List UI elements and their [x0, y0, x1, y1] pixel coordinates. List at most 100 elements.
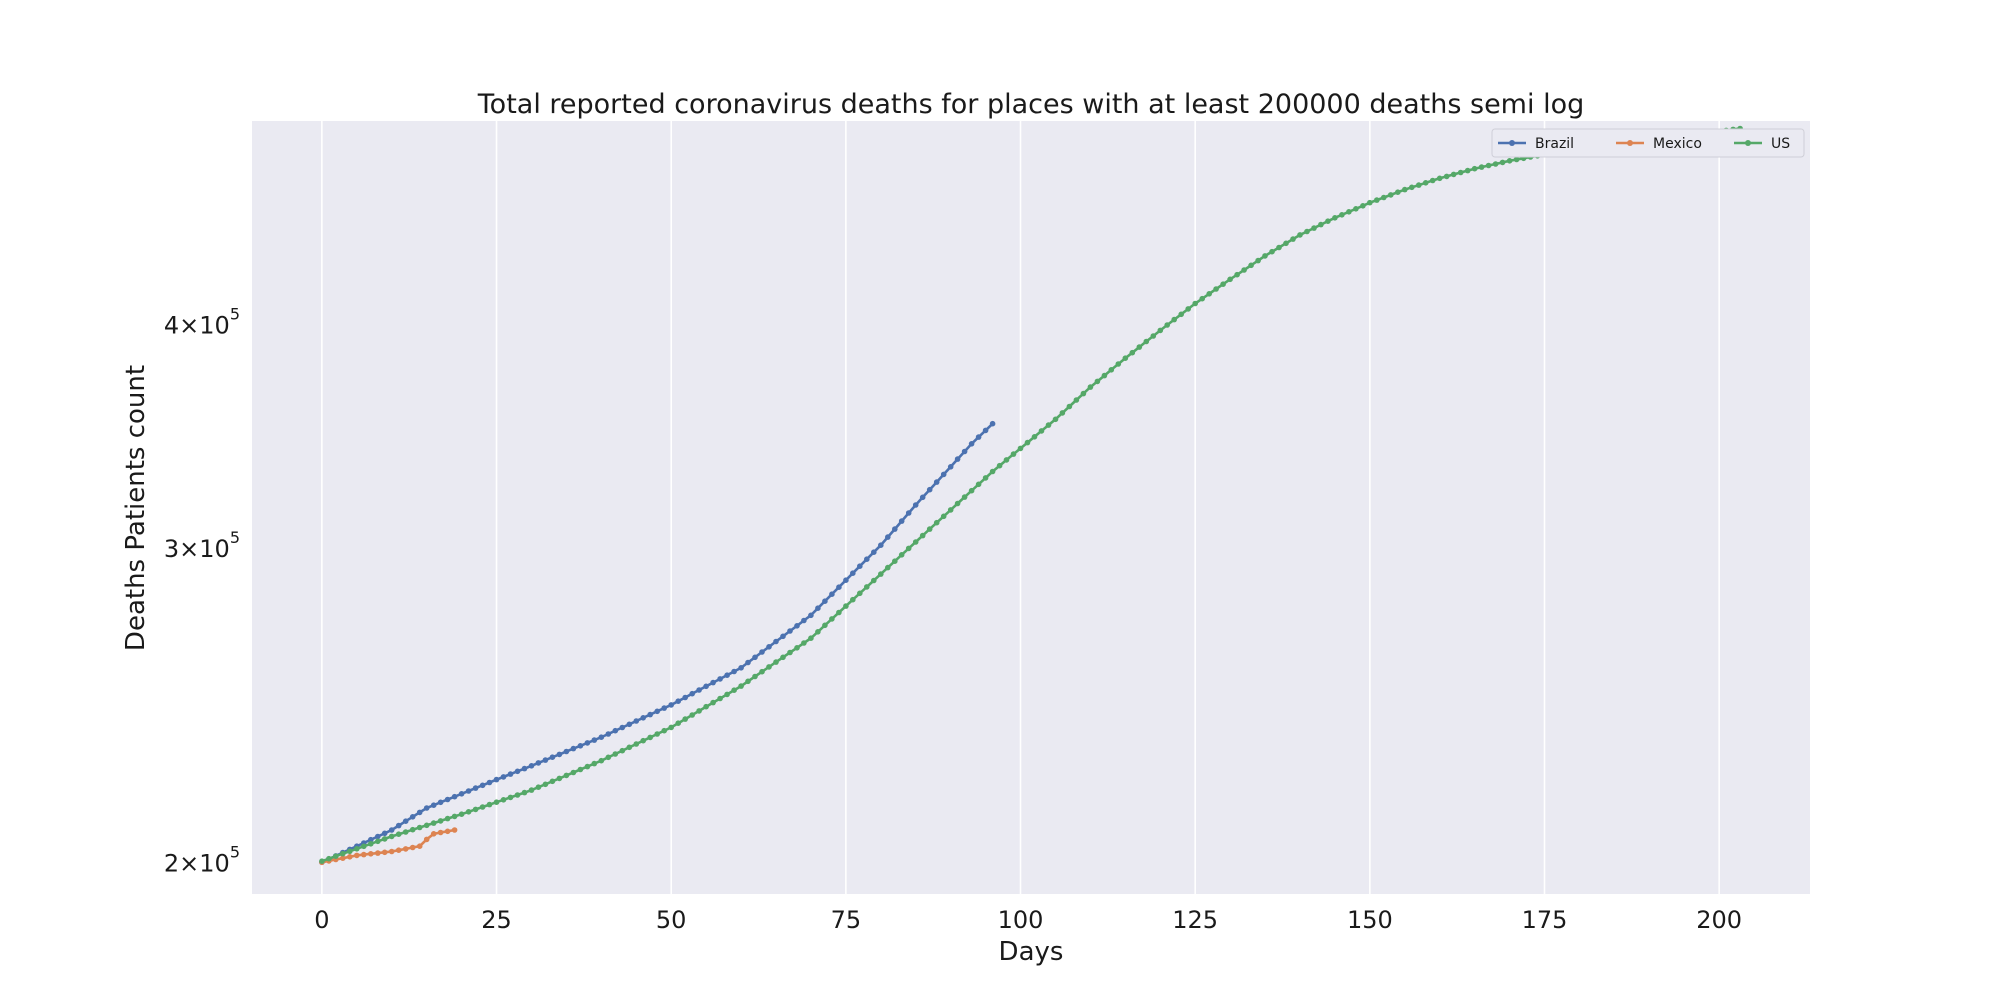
point-brazil-63: [759, 649, 765, 655]
point-brazil-76: [850, 570, 856, 576]
point-brazil-26: [500, 774, 507, 780]
point-us-102: [1031, 434, 1038, 440]
point-us-62: [752, 673, 758, 680]
point-us-136: [1269, 248, 1275, 255]
legend-label: US: [1771, 136, 1790, 152]
point-us-61: [745, 678, 751, 685]
point-us-55: [703, 703, 709, 710]
point-brazil-46: [640, 715, 646, 721]
point-us-79: [871, 577, 877, 584]
point-brazil-80: [878, 542, 884, 548]
point-us-104: [1045, 422, 1052, 428]
point-mexico-5: [354, 852, 360, 859]
point-brazil-67: [787, 628, 793, 634]
point-us-126: [1199, 295, 1205, 302]
point-brazil-45: [633, 718, 640, 724]
point-brazil-41: [605, 731, 612, 737]
legend-marker: [1627, 140, 1633, 146]
point-brazil-11: [395, 822, 402, 829]
point-us-90: [947, 507, 954, 513]
point-us-44: [626, 744, 633, 751]
point-brazil-70: [808, 612, 814, 619]
point-brazil-58: [724, 672, 730, 678]
point-us-58: [724, 691, 730, 698]
point-us-28: [514, 792, 521, 798]
point-us-71: [815, 629, 821, 635]
point-brazil-64: [766, 644, 772, 650]
point-brazil-59: [731, 668, 737, 675]
x-tick-175: 175: [1522, 906, 1568, 934]
point-brazil-79: [871, 549, 877, 555]
point-us-114: [1115, 361, 1122, 367]
point-us-68: [794, 645, 800, 651]
point-us-10: [388, 833, 395, 840]
point-us-72: [822, 622, 828, 629]
point-us-91: [954, 500, 961, 507]
point-us-146: [1339, 212, 1345, 218]
point-us-33: [549, 778, 556, 785]
point-us-63: [759, 668, 765, 675]
point-brazil-93: [968, 441, 975, 447]
point-us-69: [801, 640, 807, 646]
point-us-46: [640, 737, 646, 744]
point-brazil-66: [780, 633, 786, 640]
point-brazil-89: [940, 471, 947, 478]
point-us-145: [1332, 215, 1338, 221]
point-us-83: [898, 552, 905, 558]
point-us-156: [1409, 184, 1415, 191]
point-us-81: [885, 564, 891, 571]
x-tick-25: 25: [481, 906, 512, 934]
point-us-162: [1450, 171, 1457, 178]
y-axis-label: Deaths Patients count: [121, 365, 151, 651]
point-mexico-12: [402, 846, 409, 852]
point-brazil-7: [368, 836, 374, 843]
point-brazil-17: [437, 799, 444, 806]
point-brazil-48: [654, 708, 660, 715]
point-us-27: [507, 794, 514, 801]
point-us-21: [465, 809, 472, 815]
point-brazil-56: [710, 679, 716, 686]
point-brazil-37: [577, 743, 584, 749]
point-us-19: [451, 813, 458, 820]
point-us-120: [1157, 327, 1164, 334]
point-us-23: [479, 804, 486, 810]
point-mexico-19: [451, 827, 458, 833]
point-brazil-44: [626, 721, 633, 728]
point-brazil-29: [521, 765, 528, 772]
point-us-166: [1478, 164, 1485, 170]
point-brazil-90: [947, 464, 954, 470]
point-brazil-77: [857, 563, 863, 569]
point-us-70: [808, 635, 814, 641]
point-brazil-30: [528, 763, 535, 769]
point-us-14: [416, 824, 423, 831]
point-mexico-15: [423, 836, 430, 843]
point-us-107: [1066, 403, 1073, 410]
point-brazil-9: [381, 830, 388, 837]
point-us-24: [486, 801, 493, 808]
y-tick-4: 4×105: [164, 305, 240, 340]
point-us-101: [1024, 439, 1031, 446]
point-us-171: [1513, 156, 1520, 163]
point-us-163: [1457, 169, 1464, 176]
point-us-111: [1094, 378, 1101, 385]
point-brazil-55: [703, 683, 709, 690]
point-brazil-33: [549, 754, 556, 760]
point-us-151: [1374, 197, 1380, 203]
point-us-37: [577, 766, 584, 773]
point-brazil-95: [982, 427, 989, 434]
point-us-133: [1248, 262, 1254, 269]
point-us-17: [437, 818, 444, 824]
point-brazil-25: [493, 776, 500, 783]
point-us-39: [591, 760, 598, 767]
point-us-48: [654, 731, 660, 737]
point-brazil-14: [416, 809, 423, 816]
point-us-143: [1318, 221, 1324, 228]
point-us-118: [1143, 338, 1150, 345]
point-brazil-75: [843, 577, 849, 583]
point-us-52: [682, 716, 688, 722]
point-us-144: [1325, 218, 1331, 224]
point-us-158: [1422, 180, 1429, 186]
point-us-42: [612, 751, 619, 757]
point-brazil-71: [815, 605, 821, 611]
point-brazil-36: [570, 745, 577, 752]
